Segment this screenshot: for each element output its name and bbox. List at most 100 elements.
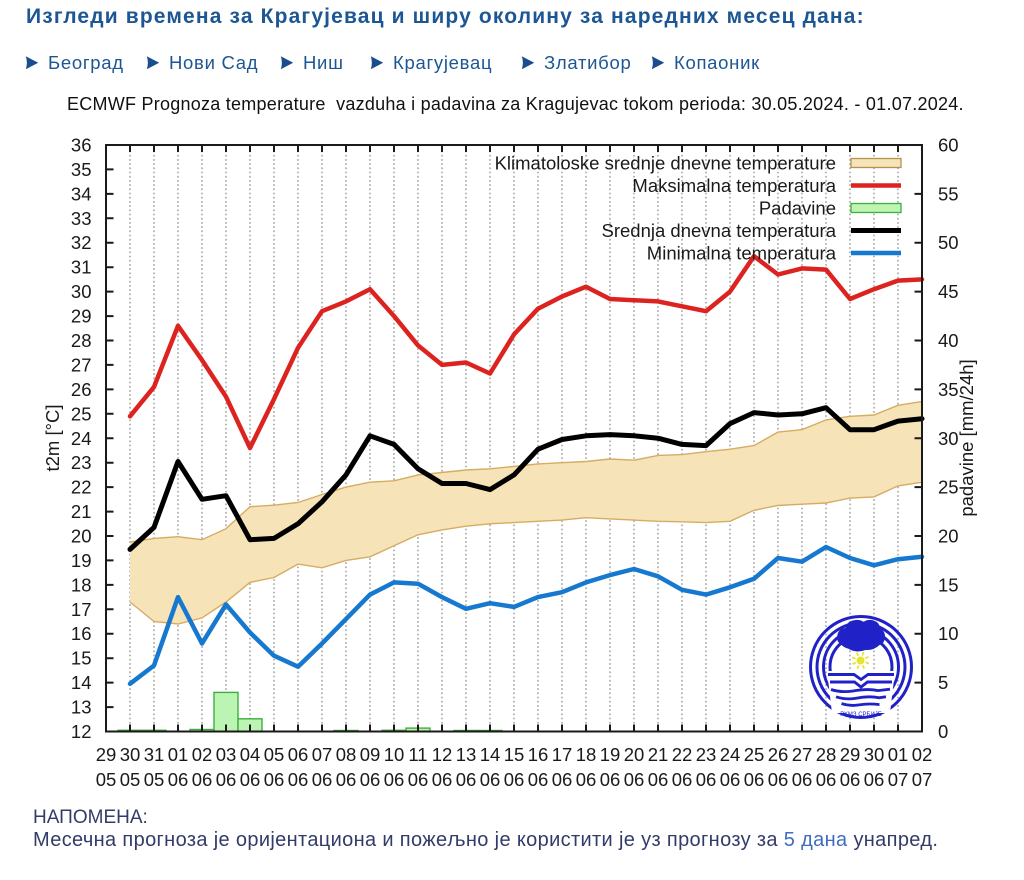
svg-text:t2m [°C]: t2m [°C] xyxy=(42,404,63,471)
svg-text:06: 06 xyxy=(552,769,573,790)
svg-text:06: 06 xyxy=(648,769,669,790)
svg-text:25: 25 xyxy=(938,477,959,498)
svg-text:45: 45 xyxy=(938,281,959,302)
svg-text:50: 50 xyxy=(938,232,959,253)
svg-text:0: 0 xyxy=(938,721,948,742)
svg-text:28: 28 xyxy=(71,330,92,351)
svg-text:33: 33 xyxy=(71,208,92,229)
svg-text:34: 34 xyxy=(71,183,92,204)
svg-text:06: 06 xyxy=(840,769,861,790)
svg-text:21: 21 xyxy=(648,744,669,765)
svg-text:06: 06 xyxy=(288,769,309,790)
svg-text:20: 20 xyxy=(938,526,959,547)
svg-text:06: 06 xyxy=(576,769,597,790)
svg-text:06: 06 xyxy=(672,769,693,790)
svg-text:06: 06 xyxy=(696,769,717,790)
svg-text:06: 06 xyxy=(864,769,885,790)
svg-text:17: 17 xyxy=(552,744,573,765)
svg-text:06: 06 xyxy=(744,769,765,790)
svg-text:02: 02 xyxy=(912,744,933,765)
svg-text:06: 06 xyxy=(480,769,501,790)
svg-text:14: 14 xyxy=(480,744,501,765)
svg-text:02: 02 xyxy=(192,744,213,765)
svg-text:06: 06 xyxy=(432,769,453,790)
svg-text:11: 11 xyxy=(408,744,427,765)
svg-text:26: 26 xyxy=(71,379,92,400)
svg-text:03: 03 xyxy=(216,744,237,765)
svg-text:06: 06 xyxy=(240,769,261,790)
svg-text:16: 16 xyxy=(528,744,549,765)
svg-text:30: 30 xyxy=(120,744,141,765)
svg-text:31: 31 xyxy=(144,744,165,765)
svg-text:06: 06 xyxy=(192,769,213,790)
svg-text:25: 25 xyxy=(71,403,92,424)
svg-text:18: 18 xyxy=(576,744,597,765)
svg-text:13: 13 xyxy=(456,744,477,765)
svg-text:30: 30 xyxy=(938,428,959,449)
svg-text:06: 06 xyxy=(816,769,837,790)
svg-text:20: 20 xyxy=(71,526,92,547)
svg-text:Padavine: Padavine xyxy=(759,198,836,219)
svg-text:07: 07 xyxy=(888,769,909,790)
svg-text:60: 60 xyxy=(938,135,959,156)
svg-text:16: 16 xyxy=(71,623,92,644)
svg-text:55: 55 xyxy=(938,183,959,204)
svg-text:Minimalna temperatura: Minimalna temperatura xyxy=(647,243,837,264)
svg-text:01: 01 xyxy=(168,744,189,765)
svg-text:06: 06 xyxy=(216,769,237,790)
svg-text:10: 10 xyxy=(384,744,405,765)
svg-text:06: 06 xyxy=(168,769,189,790)
svg-text:РХМЗ СРБИЈЕ: РХМЗ СРБИЈЕ xyxy=(840,712,882,718)
svg-text:06: 06 xyxy=(720,769,741,790)
svg-text:06: 06 xyxy=(408,769,429,790)
svg-text:12: 12 xyxy=(432,744,453,765)
svg-text:Srednja dnevna temperatura: Srednja dnevna temperatura xyxy=(602,220,837,241)
svg-text:31: 31 xyxy=(71,257,92,278)
svg-text:05: 05 xyxy=(264,744,285,765)
svg-text:5: 5 xyxy=(938,672,948,693)
svg-text:10: 10 xyxy=(938,623,959,644)
svg-text:29: 29 xyxy=(71,306,92,327)
svg-text:06: 06 xyxy=(600,769,621,790)
svg-text:18: 18 xyxy=(71,574,92,595)
svg-text:19: 19 xyxy=(71,550,92,571)
svg-text:27: 27 xyxy=(71,354,92,375)
svg-text:06: 06 xyxy=(360,769,381,790)
svg-text:24: 24 xyxy=(720,744,741,765)
svg-text:06: 06 xyxy=(384,769,405,790)
svg-text:32: 32 xyxy=(71,232,92,253)
svg-text:08: 08 xyxy=(336,744,357,765)
svg-text:06: 06 xyxy=(264,769,285,790)
svg-text:06: 06 xyxy=(336,769,357,790)
svg-text:12: 12 xyxy=(71,721,92,742)
svg-text:06: 06 xyxy=(624,769,645,790)
svg-text:40: 40 xyxy=(938,330,959,351)
svg-text:19: 19 xyxy=(600,744,621,765)
svg-text:15: 15 xyxy=(504,744,525,765)
svg-text:24: 24 xyxy=(71,428,92,449)
svg-text:14: 14 xyxy=(71,672,92,693)
svg-text:26: 26 xyxy=(768,744,789,765)
svg-text:23: 23 xyxy=(71,452,92,473)
svg-text:05: 05 xyxy=(120,769,141,790)
svg-text:22: 22 xyxy=(672,744,693,765)
svg-text:20: 20 xyxy=(624,744,645,765)
svg-text:21: 21 xyxy=(71,501,92,522)
svg-text:35: 35 xyxy=(938,379,959,400)
svg-text:06: 06 xyxy=(528,769,549,790)
svg-text:05: 05 xyxy=(96,769,117,790)
svg-text:15: 15 xyxy=(71,648,92,669)
svg-text:17: 17 xyxy=(71,599,92,620)
svg-text:28: 28 xyxy=(816,744,837,765)
svg-text:35: 35 xyxy=(71,159,92,180)
svg-text:ECMWF Prognoza temperature va: ECMWF Prognoza temperature vazduha i pad… xyxy=(67,94,964,114)
svg-text:29: 29 xyxy=(840,744,861,765)
svg-text:01: 01 xyxy=(888,744,909,765)
svg-text:22: 22 xyxy=(71,477,92,498)
svg-text:07: 07 xyxy=(912,769,933,790)
svg-text:06: 06 xyxy=(456,769,477,790)
svg-text:04: 04 xyxy=(240,744,261,765)
svg-text:25: 25 xyxy=(744,744,765,765)
svg-text:06: 06 xyxy=(288,744,309,765)
svg-text:06: 06 xyxy=(768,769,789,790)
